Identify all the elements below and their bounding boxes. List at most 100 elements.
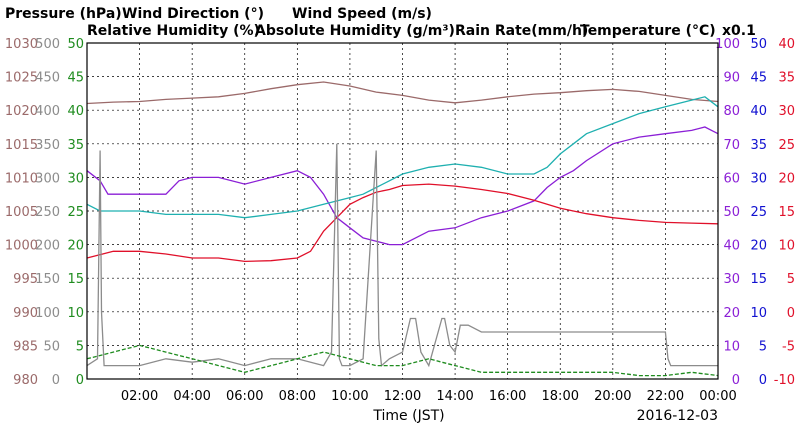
y-tick-label-pressure: 1000	[5, 239, 38, 254]
series-line-wind_dir-4	[86, 143, 718, 368]
legend: Pressure (hPa) Wind Direction (°) Wind S…	[5, 6, 756, 39]
y-tick-label-rain: 50	[750, 37, 767, 52]
x-tick-label: 22:00	[647, 389, 684, 404]
y-tick-label-rain: 45	[750, 71, 767, 86]
y-tick-label-temperature: 20	[778, 171, 795, 186]
series-line-wind_speed-5	[86, 344, 719, 377]
y-tick-label-rain: 0	[759, 373, 767, 388]
y-tick-label-humidity: 50	[723, 205, 740, 220]
y-tick-label-wind_speed: 30	[67, 171, 84, 186]
chart-date: 2016-12-03	[637, 408, 718, 424]
y-tick-label-wind_speed: 10	[67, 306, 84, 321]
x-tick-label: 14:00	[436, 389, 473, 404]
series-line-pressure-0	[86, 81, 719, 105]
y-tick-label-pressure: 990	[13, 306, 38, 321]
series-line-humidity-1	[86, 126, 719, 246]
y-tick-label-pressure: 1015	[5, 138, 38, 153]
y-tick-label-humidity: 10	[723, 339, 740, 354]
y-tick-label-wind_dir: 450	[35, 71, 60, 86]
y-tick-label-pressure: 985	[13, 339, 38, 354]
y-tick-label-rain: 5	[759, 339, 767, 354]
y-tick-label-rain: 20	[750, 239, 767, 254]
y-tick-label-pressure: 1025	[5, 71, 38, 86]
y-tick-label-humidity: 100	[715, 37, 740, 52]
y-tick-label-wind_speed: 25	[67, 205, 84, 220]
y-tick-label-temperature: 5	[787, 272, 795, 287]
y-tick-label-rain: 25	[750, 205, 767, 220]
y-tick-label-temperature: 30	[778, 104, 795, 119]
abs-humidity-scale-label: x0.1	[722, 23, 756, 39]
y-tick-label-rain: 10	[750, 306, 767, 321]
legend-absolute-humidity: Absolute Humidity (g/m³)	[255, 23, 455, 39]
y-tick-label-wind_speed: 5	[76, 339, 84, 354]
y-tick-label-wind_dir: 300	[35, 171, 60, 186]
y-tick-label-temperature: 25	[778, 138, 795, 153]
series-group	[86, 81, 719, 377]
x-axis-label: Time (JST)	[372, 408, 444, 424]
y-tick-label-wind_dir: 0	[52, 373, 60, 388]
y-tick-label-rain: 35	[750, 138, 767, 153]
y-tick-label-wind_speed: 0	[76, 373, 84, 388]
y-tick-label-wind_speed: 50	[67, 37, 84, 52]
y-tick-label-humidity: 90	[723, 71, 740, 86]
legend-wind-direction: Wind Direction (°)	[122, 6, 264, 22]
y-tick-label-wind_speed: 45	[67, 71, 84, 86]
legend-wind-speed: Wind Speed (m/s)	[292, 6, 432, 22]
y-tick-label-pressure: 1010	[5, 171, 38, 186]
y-tick-label-humidity: 60	[723, 171, 740, 186]
y-tick-label-wind_dir: 100	[35, 306, 60, 321]
y-tick-label-wind_speed: 40	[67, 104, 84, 119]
series-line-humidity-2	[86, 96, 719, 219]
y-tick-label-humidity: 30	[723, 272, 740, 287]
y-tick-label-rain: 40	[750, 104, 767, 119]
y-tick-label-humidity: 70	[723, 138, 740, 153]
x-tick-labels: 02:00 04:00 06:00 08:00 10:00 12:00 14:00 16:00…	[121, 389, 737, 404]
y-tick-label-temperature: 10	[778, 239, 795, 254]
y-tick-label-wind_dir: 250	[35, 205, 60, 220]
legend-pressure: Pressure (hPa)	[5, 6, 122, 22]
y-tick-label-humidity: 80	[723, 104, 740, 119]
y-tick-label-wind_dir: 200	[35, 239, 60, 254]
x-tick-label: 08:00	[279, 389, 316, 404]
y-tick-label-pressure: 995	[13, 272, 38, 287]
x-tick-label: 04:00	[173, 389, 210, 404]
y-tick-label-pressure: 980	[13, 373, 38, 388]
y-tick-label-temperature: -10	[774, 373, 795, 388]
legend-rain-rate: Rain Rate(mm/h)	[455, 23, 588, 39]
y-tick-label-pressure: 1030	[5, 37, 38, 52]
x-tick-label: 00:00	[699, 389, 736, 404]
y-tick-label-temperature: 0	[787, 306, 795, 321]
left-axes: 1030102510201015101010051000995990985980…	[5, 37, 84, 388]
y-tick-label-wind_speed: 35	[67, 138, 84, 153]
y-tick-label-pressure: 1020	[5, 104, 38, 119]
y-tick-label-wind_speed: 15	[67, 272, 84, 287]
y-tick-label-wind_dir: 150	[35, 272, 60, 287]
x-tick-label: 18:00	[542, 389, 579, 404]
y-tick-label-humidity: 0	[732, 373, 740, 388]
y-tick-label-temperature: 35	[778, 71, 795, 86]
plot-frame	[86, 42, 719, 380]
y-tick-label-rain: 30	[750, 171, 767, 186]
x-tick-label: 10:00	[331, 389, 368, 404]
right-axes: 1009080706050403020100504540353025201510…	[715, 37, 795, 388]
y-tick-label-wind_dir: 50	[43, 339, 60, 354]
y-tick-label-humidity: 20	[723, 306, 740, 321]
y-tick-label-wind_dir: 500	[35, 37, 60, 52]
x-tick-label: 06:00	[226, 389, 263, 404]
x-tick-label: 02:00	[121, 389, 158, 404]
y-tick-label-pressure: 1005	[5, 205, 38, 220]
y-tick-label-humidity: 40	[723, 239, 740, 254]
y-tick-label-temperature: 15	[778, 205, 795, 220]
y-tick-label-wind_dir: 350	[35, 138, 60, 153]
x-tick-label: 16:00	[489, 389, 526, 404]
y-tick-label-temperature: 40	[778, 37, 795, 52]
y-tick-label-rain: 15	[750, 272, 767, 287]
y-tick-label-temperature: -5	[782, 339, 795, 354]
y-tick-label-wind_dir: 400	[35, 104, 60, 119]
x-tick-label: 12:00	[384, 389, 421, 404]
grid	[87, 43, 718, 379]
legend-temperature: Temperature (°C)	[580, 23, 716, 39]
legend-relative-humidity: Relative Humidity (%)	[87, 23, 260, 39]
y-tick-label-wind_speed: 20	[67, 239, 84, 254]
